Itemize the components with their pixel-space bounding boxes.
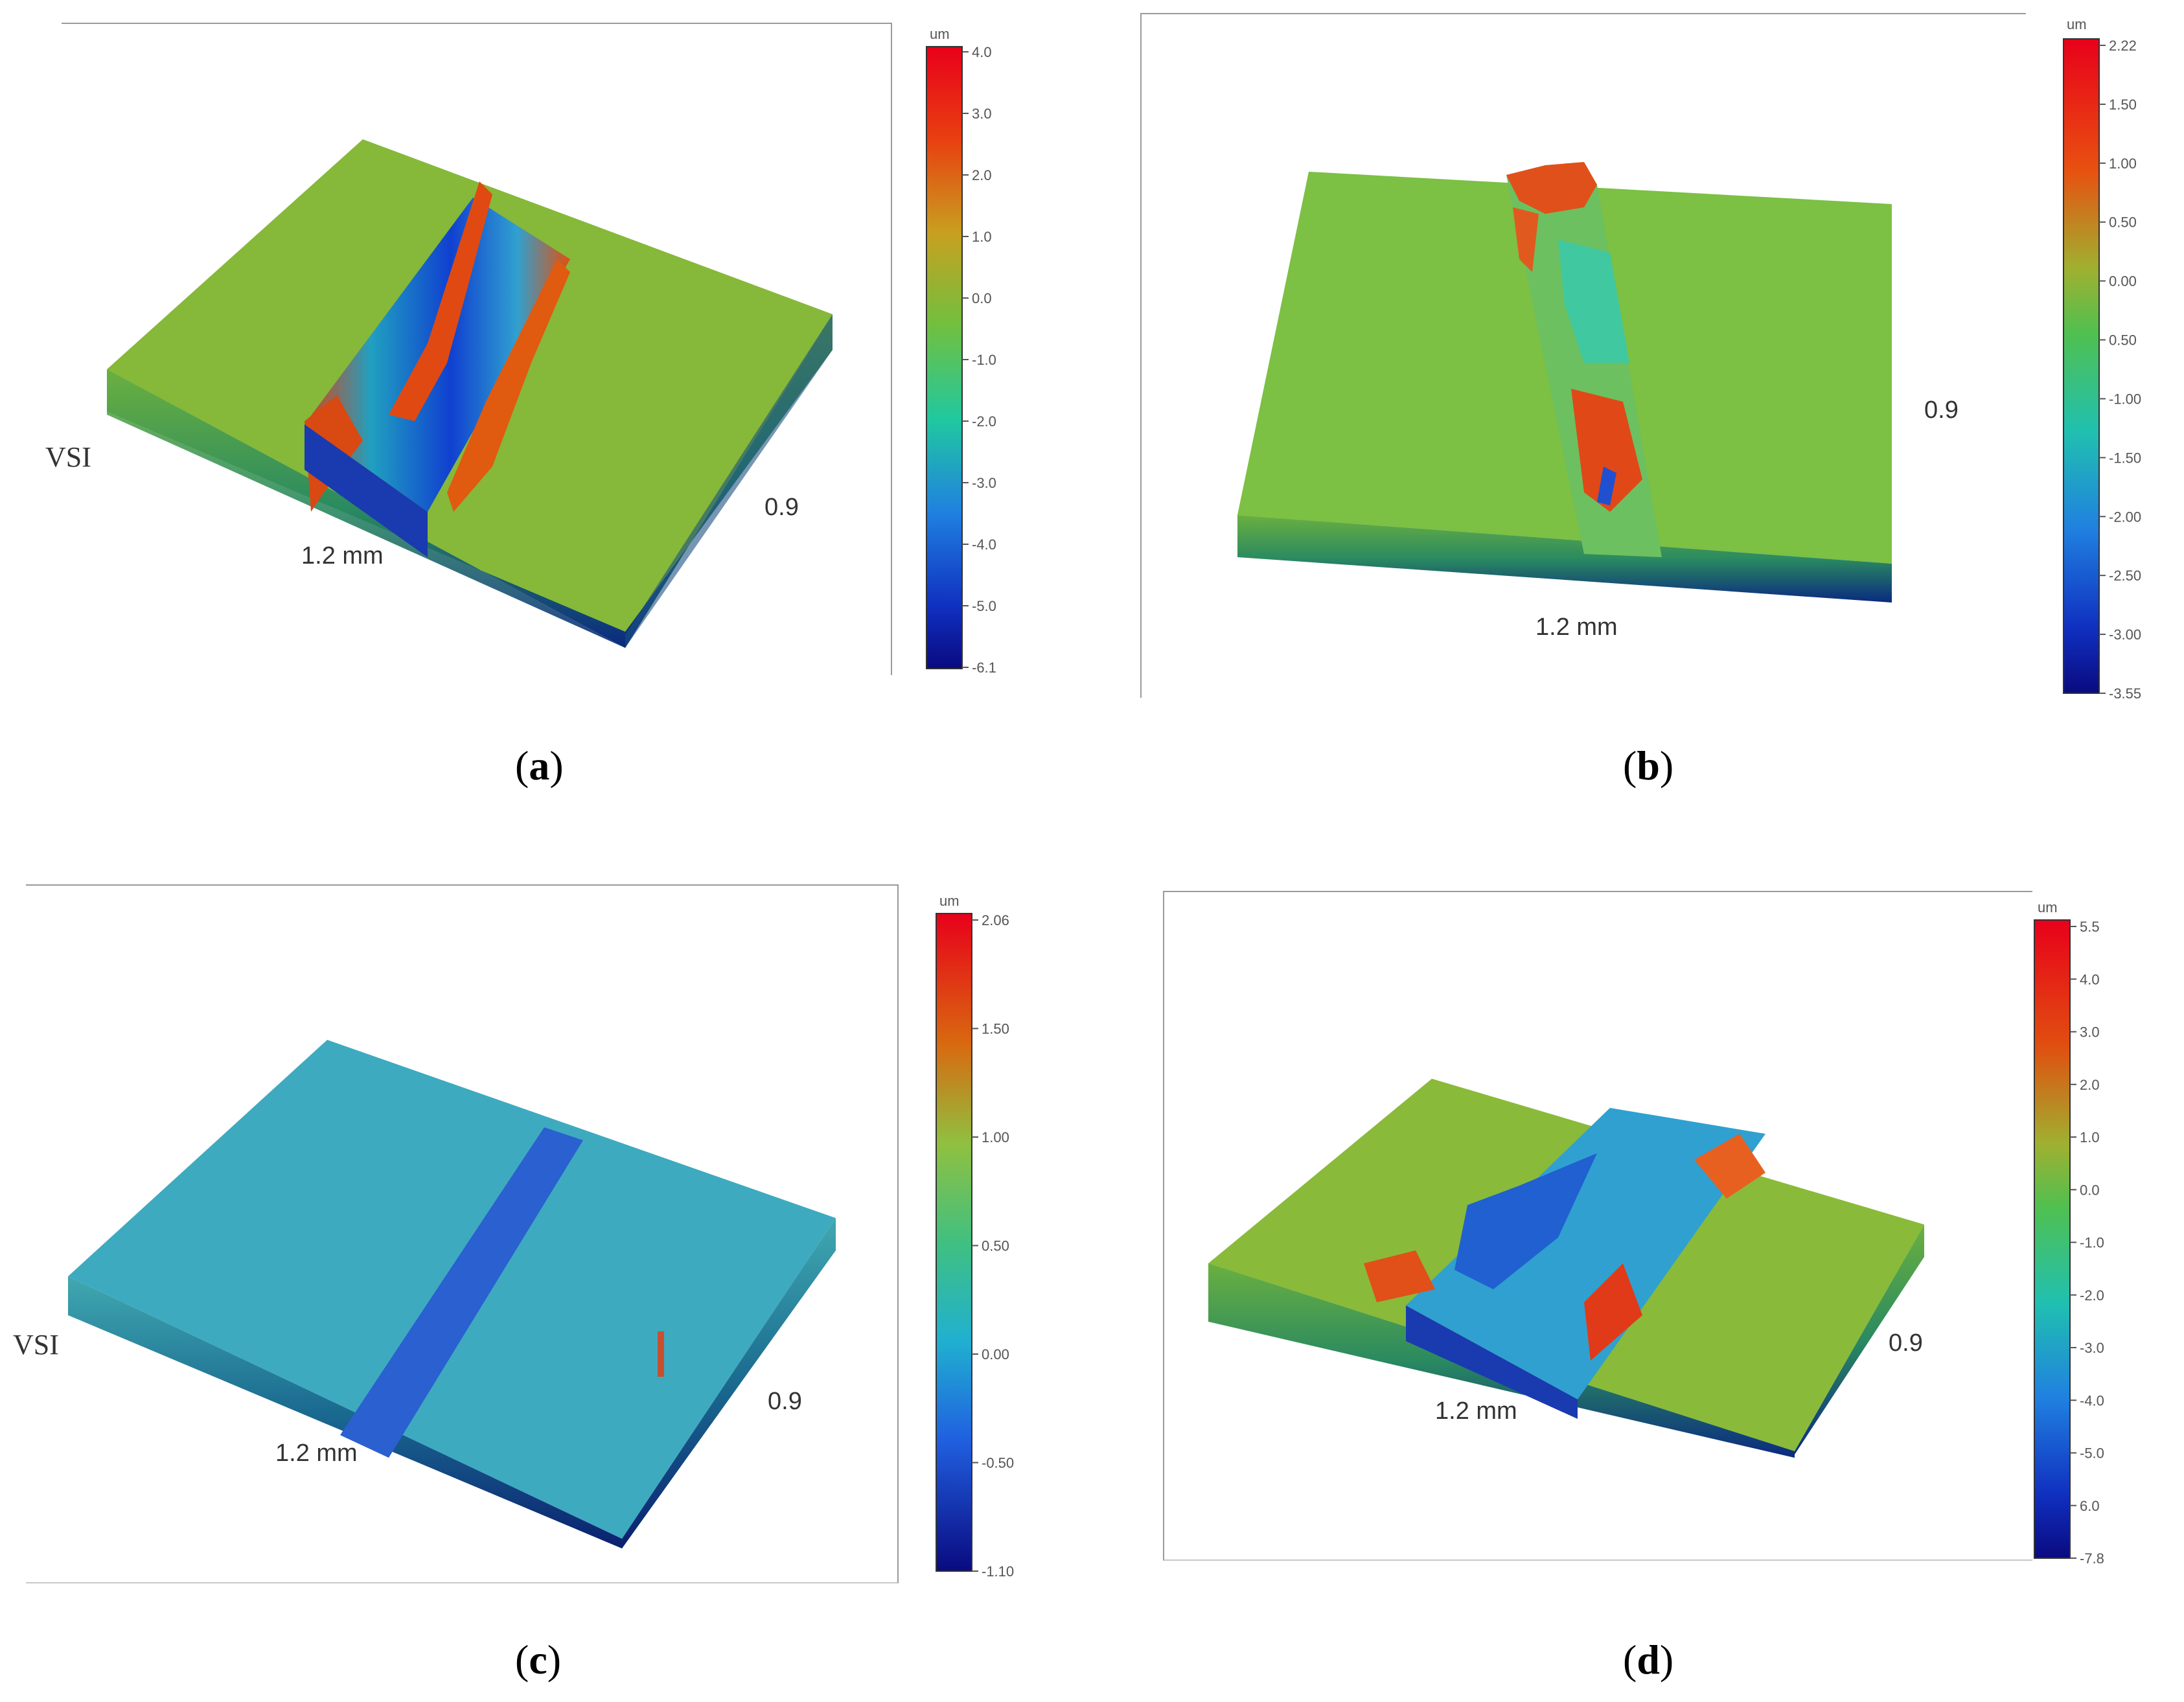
scale-tick-label: -2.50 xyxy=(2109,568,2141,584)
scale-tick-label: 0.0 xyxy=(972,290,992,306)
color-scale-d xyxy=(2034,919,2071,1559)
scale-tick-label: -0.50 xyxy=(982,1455,1014,1471)
scale-ticks-c: 2.06 1.50 1.00 0.50 0.00 -0.50 -1.10 xyxy=(972,912,1014,1580)
surface-side-right-d xyxy=(1795,1225,1924,1455)
scale-ticks-d: 5.5 4.0 3.0 2.0 1.0 0.0 -1.0 -2.0 -3.0 -4.0 -5.0 6.… xyxy=(2070,919,2104,1567)
x-axis-label-a: 1.2 mm xyxy=(301,542,384,569)
color-scale-c xyxy=(936,913,972,1572)
scale-unit-c: um xyxy=(939,893,960,909)
side-label-c: VSI xyxy=(13,1329,59,1361)
wear-track-d xyxy=(1406,1108,1765,1399)
scale-tick-label: -3.55 xyxy=(2109,685,2141,702)
scale-tick-label: -5.0 xyxy=(972,598,996,614)
scale-unit-d: um xyxy=(2038,899,2058,915)
scale-tick-label: -2.0 xyxy=(972,413,996,430)
panel-d: um 5.5 4.0 3.0 2.0 1.0 0.0 -1.0 -2.0 -3.0 -4.0 -5.… xyxy=(1092,849,2184,1702)
scale-tick-label: -4.0 xyxy=(2080,1392,2104,1409)
spike-c xyxy=(658,1331,664,1377)
scale-unit-b: um xyxy=(2067,16,2087,32)
scale-tick-label: 4.0 xyxy=(972,44,992,60)
surface-plot-b: um 2.22 1.50 1.00 0.50 0.00 0.50 -1.00 -1.50 -2.… xyxy=(1237,16,2141,702)
scale-tick-label: 2.0 xyxy=(972,167,992,183)
x-axis-label-c: 1.2 mm xyxy=(275,1440,358,1467)
color-scale-a xyxy=(926,46,963,669)
y-axis-label-c: 0.9 xyxy=(768,1388,802,1415)
panel-a: um 4.0 3.0 2.0 1.0 0.0 -1.0 -2.0 -3.0 -4.0 -5.0 -6… xyxy=(0,0,1092,810)
scale-tick-label: 0.0 xyxy=(2080,1182,2100,1198)
color-scale-b xyxy=(2063,38,2100,694)
scale-tick-label: 1.50 xyxy=(982,1021,1009,1037)
wear-track-c xyxy=(340,1127,583,1458)
scale-ticks-a: 4.0 3.0 2.0 1.0 0.0 -1.0 -2.0 -3.0 -4.0 -5.0 -6.1 xyxy=(962,44,996,676)
scale-unit-a: um xyxy=(930,26,950,42)
panel-b: um 2.22 1.50 1.00 0.50 0.00 0.50 -1.00 -1.50 -2.… xyxy=(1092,0,2184,810)
scale-tick-label: 1.00 xyxy=(982,1129,1009,1145)
surface-side-front-b xyxy=(1237,515,1892,603)
surface-side-front-c xyxy=(68,1276,622,1548)
scale-tick-label: -5.0 xyxy=(2080,1445,2104,1462)
scale-tick-label: -6.1 xyxy=(972,660,996,676)
scale-tick-label: -1.0 xyxy=(972,352,996,368)
scale-tick-label: 2.0 xyxy=(2080,1077,2100,1093)
scale-tick-label: -2.00 xyxy=(2109,509,2141,525)
scale-tick-label: 3.0 xyxy=(972,106,992,122)
caption-d: (d) xyxy=(1623,1637,1674,1683)
surface-plot-c: um 2.06 1.50 1.00 0.50 0.00 -0.50 -1.10 1.2 mm… xyxy=(13,893,1014,1580)
scale-tick-label: 1.0 xyxy=(2080,1129,2100,1145)
scale-tick-label: 0.50 xyxy=(2109,332,2137,349)
x-axis-label-b: 1.2 mm xyxy=(1535,614,1618,641)
scale-tick-label: -1.00 xyxy=(2109,391,2141,407)
x-axis-label-d: 1.2 mm xyxy=(1435,1397,1517,1425)
scale-tick-label: 5.5 xyxy=(2080,919,2100,935)
scale-tick-label: -1.0 xyxy=(2080,1235,2104,1251)
scale-tick-label: 2.22 xyxy=(2109,38,2137,54)
panel-c: um 2.06 1.50 1.00 0.50 0.00 -0.50 -1.10 1.2 mm… xyxy=(0,849,1092,1702)
scale-tick-label: 6.0 xyxy=(2080,1498,2100,1514)
scale-tick-label: 0.50 xyxy=(982,1238,1009,1254)
scale-tick-label: -3.00 xyxy=(2109,627,2141,643)
surface-side-right-c xyxy=(622,1218,836,1548)
scale-tick-label: 2.06 xyxy=(982,912,1009,928)
scale-tick-label: -2.0 xyxy=(2080,1287,2104,1304)
scale-tick-label: -3.0 xyxy=(2080,1340,2104,1356)
scale-tick-label: -4.0 xyxy=(972,536,996,553)
caption-a: (a) xyxy=(515,742,564,788)
caption-c: (c) xyxy=(515,1637,562,1683)
scale-tick-label: -1.10 xyxy=(982,1563,1014,1580)
scale-tick-label: 0.50 xyxy=(2109,214,2137,231)
side-label-a: VSI xyxy=(45,441,91,473)
y-axis-label-b: 0.9 xyxy=(1924,397,1959,424)
y-axis-label-a: 0.9 xyxy=(764,494,799,521)
scale-tick-label: 1.00 xyxy=(2109,155,2137,172)
y-axis-label-d: 0.9 xyxy=(1889,1329,1923,1357)
scale-tick-label: -1.50 xyxy=(2109,450,2141,466)
surface-plot-d: um 5.5 4.0 3.0 2.0 1.0 0.0 -1.0 -2.0 -3.0 -4.0 -5.… xyxy=(1208,899,2104,1567)
scale-tick-label: -3.0 xyxy=(972,475,996,491)
scale-tick-label: 4.0 xyxy=(2080,971,2100,987)
scale-tick-label: 1.50 xyxy=(2109,97,2137,113)
scale-tick-label: 0.00 xyxy=(982,1346,1009,1363)
scale-tick-label: 1.0 xyxy=(972,229,992,245)
scale-ticks-b: 2.22 1.50 1.00 0.50 0.00 0.50 -1.00 -1.50 -2.00 -… xyxy=(2099,38,2141,702)
scale-tick-label: -7.8 xyxy=(2080,1550,2104,1567)
surface-plot-a: um 4.0 3.0 2.0 1.0 0.0 -1.0 -2.0 -3.0 -4.0 -5.0 -6… xyxy=(45,26,996,676)
scale-tick-label: 0.00 xyxy=(2109,273,2137,290)
caption-b: (b) xyxy=(1623,742,1674,788)
scale-tick-label: 3.0 xyxy=(2080,1024,2100,1041)
